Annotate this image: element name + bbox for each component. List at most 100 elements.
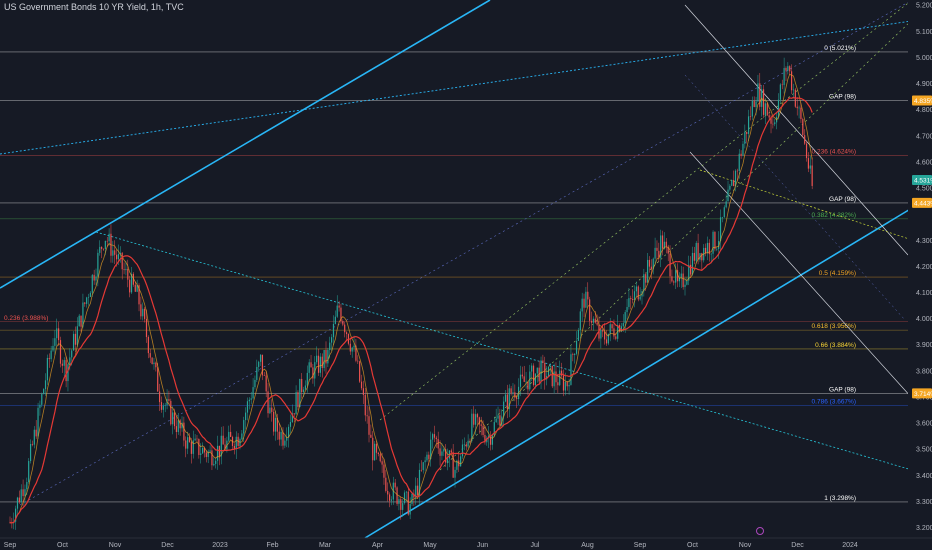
candle-body-269 — [512, 392, 514, 394]
candle-body-246 — [469, 440, 471, 442]
candle-body-65 — [130, 273, 133, 293]
candle-body-63 — [127, 268, 129, 280]
candle-body-144 — [278, 431, 280, 440]
candle-body-386 — [731, 180, 733, 186]
candle-body-240 — [458, 460, 460, 467]
candle-body-121 — [235, 436, 237, 450]
x-tick-label-9: Jun — [477, 542, 488, 549]
candle-body-273 — [519, 374, 522, 387]
candle-body-3 — [15, 508, 17, 522]
candle-body-217 — [415, 485, 417, 498]
candle-body-108 — [211, 450, 213, 466]
candle-body-136 — [263, 375, 265, 376]
candle-body-275 — [523, 376, 525, 382]
y-tick-label-15: 3.600% — [916, 421, 932, 428]
candle-body-52 — [106, 240, 108, 242]
candle-body-345 — [654, 247, 656, 259]
candle-body-250 — [476, 414, 479, 418]
candle-body-38 — [80, 315, 82, 327]
candle-body-82 — [162, 405, 164, 410]
candle-body-392 — [742, 143, 744, 156]
candle-body-324 — [615, 336, 617, 339]
candle-body-18 — [43, 389, 45, 394]
candle-body-113 — [220, 435, 222, 457]
candle-body-171 — [329, 342, 331, 351]
candle-body-382 — [723, 207, 725, 218]
y-tick-label-0: 5.200% — [916, 3, 932, 10]
candle-body-416 — [787, 66, 789, 71]
candle-body-395 — [747, 116, 750, 134]
candle-body-372 — [704, 247, 707, 254]
candle-body-391 — [740, 153, 742, 156]
candles — [9, 57, 813, 530]
candle-body-400 — [757, 83, 759, 102]
candle-body-124 — [241, 433, 243, 440]
candle-body-261 — [497, 415, 499, 419]
candle-body-59 — [119, 252, 121, 255]
candle-body-352 — [667, 246, 669, 254]
y-tick-label-5: 4.700% — [916, 133, 932, 140]
candle-body-176 — [338, 305, 340, 308]
candle-body-37 — [78, 315, 80, 327]
candle-body-237 — [452, 452, 454, 478]
candle-body-68 — [136, 285, 138, 292]
candle-body-349 — [661, 235, 664, 249]
x-tick-label-2: Nov — [109, 542, 122, 549]
candle-body-234 — [446, 458, 449, 463]
level-label-10: 1 (3.298%) — [824, 495, 856, 502]
candle-body-145 — [280, 431, 282, 440]
candle-body-6 — [20, 489, 22, 503]
candle-body-148 — [286, 437, 288, 441]
candle-body-51 — [104, 240, 106, 250]
candle-body-149 — [288, 426, 290, 438]
candle-body-408 — [772, 123, 774, 125]
candle-body-307 — [583, 298, 585, 308]
candle-body-311 — [590, 320, 593, 323]
candle-body-156 — [301, 378, 303, 393]
candle-body-318 — [604, 331, 606, 340]
candle-body-207 — [396, 487, 398, 505]
candle-body-195 — [374, 443, 376, 461]
candle-body-335 — [635, 286, 637, 292]
candle-body-39 — [82, 302, 84, 327]
candle-body-336 — [637, 286, 639, 300]
candle-body-229 — [437, 439, 439, 449]
candle-body-110 — [215, 460, 217, 464]
candle-body-399 — [755, 101, 757, 108]
candle-body-374 — [708, 242, 710, 255]
candle-body-412 — [779, 84, 781, 100]
candle-body-44 — [91, 274, 93, 293]
candle-body-36 — [76, 326, 78, 345]
candle-body-130 — [252, 387, 254, 399]
candle-body-198 — [379, 454, 381, 462]
candle-body-281 — [534, 373, 537, 386]
candle-body-260 — [495, 418, 497, 423]
candle-body-162 — [312, 367, 314, 379]
trend-line-3 — [95, 231, 913, 471]
candle-body-76 — [151, 357, 153, 364]
candle-body-209 — [400, 499, 402, 510]
candle-body-284 — [540, 360, 542, 382]
candle-body-279 — [531, 365, 533, 372]
candle-body-299 — [568, 384, 570, 387]
price-badge-0 — [912, 95, 932, 106]
candle-body-247 — [471, 413, 473, 441]
candle-body-127 — [246, 401, 249, 413]
candle-body-40 — [84, 302, 86, 304]
candle-body-99 — [194, 438, 196, 441]
x-tick-label-7: Apr — [372, 542, 384, 549]
candle-body-120 — [233, 445, 235, 450]
x-tick-label-10: Jul — [531, 542, 540, 549]
candle-body-163 — [314, 362, 316, 379]
candle-body-46 — [95, 276, 97, 281]
candle-body-232 — [443, 449, 445, 452]
y-tick-label-12: 3.900% — [916, 342, 932, 349]
candle-body-306 — [581, 298, 583, 312]
price-badge-1 — [912, 174, 932, 185]
candle-body-303 — [575, 340, 578, 354]
candle-body-118 — [230, 431, 232, 437]
trend-line-1 — [364, 207, 913, 539]
candle-body-384 — [727, 189, 729, 202]
candle-body-35 — [74, 333, 77, 345]
